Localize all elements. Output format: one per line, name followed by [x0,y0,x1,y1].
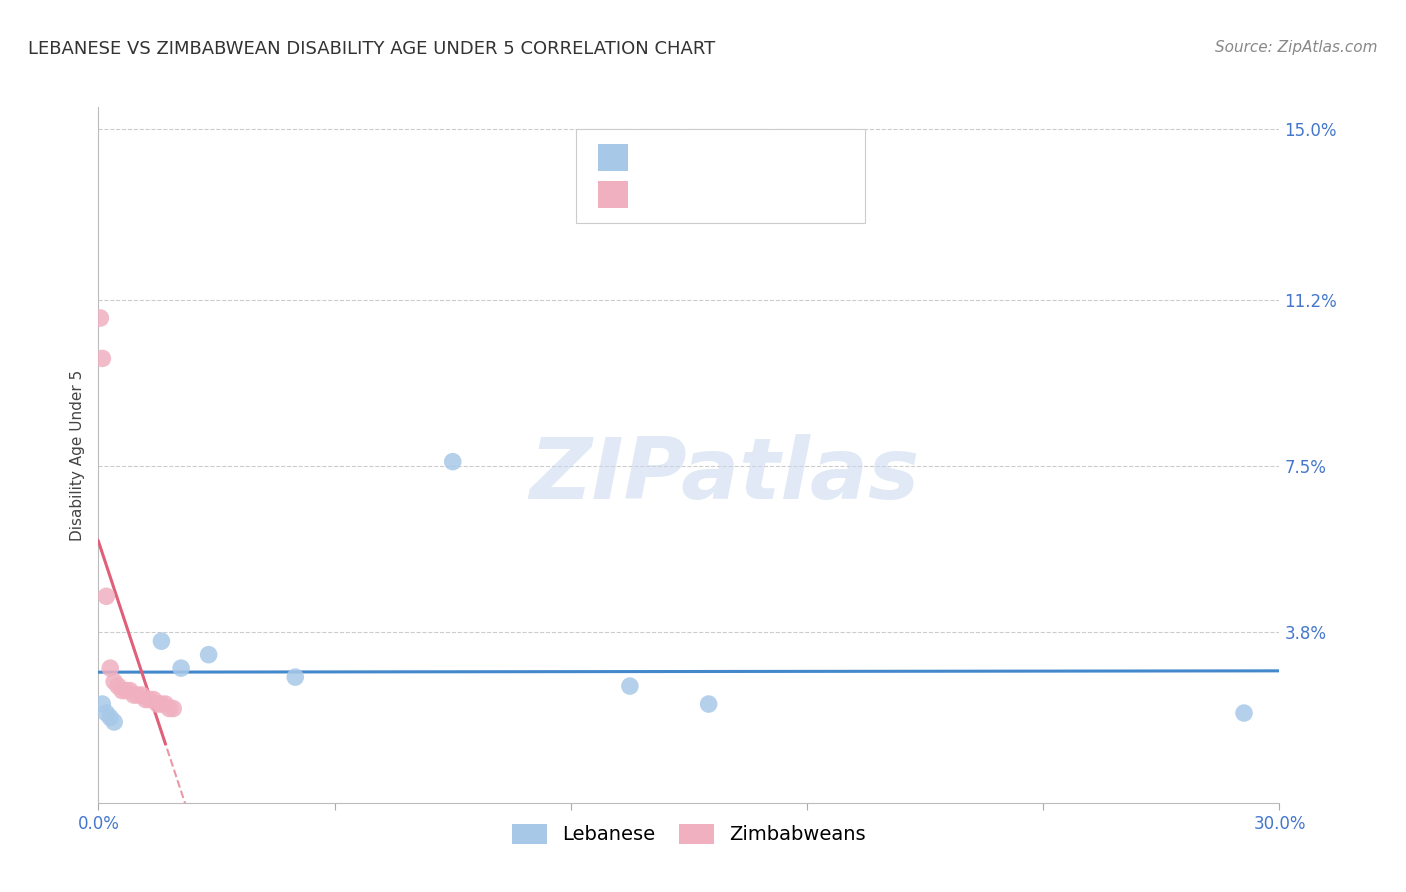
Text: -0.172: -0.172 [676,148,745,167]
Point [103,674,125,689]
Text: Source: ZipAtlas.com: Source: ZipAtlas.com [1215,40,1378,55]
Text: 0.530: 0.530 [676,186,738,204]
Point [170,661,193,675]
Text: ZIPatlas: ZIPatlas [529,434,920,517]
Point [91,351,114,366]
Legend: Lebanese, Zimbabweans: Lebanese, Zimbabweans [505,816,873,852]
Point [157,701,180,715]
Point [155,697,177,711]
Point [441,455,464,469]
Text: LEBANESE VS ZIMBABWEAN DISABILITY AGE UNDER 5 CORRELATION CHART: LEBANESE VS ZIMBABWEAN DISABILITY AGE UN… [28,40,716,58]
Text: R =: R = [637,186,679,204]
Point [103,714,125,729]
Point [122,688,145,702]
Point [150,634,173,648]
Point [697,697,720,711]
Point [135,692,157,706]
Point [107,679,129,693]
Point [96,590,118,604]
Text: 12: 12 [785,148,811,167]
Point [619,679,641,693]
Point [142,692,165,706]
Point [98,710,121,724]
Point [146,697,169,711]
Point [138,692,160,706]
Point [284,670,307,684]
Point [197,648,219,662]
Point [111,683,134,698]
Point [150,697,173,711]
Text: N =: N = [747,148,790,167]
Point [118,683,141,698]
Text: R =: R = [637,148,679,167]
Point [1233,706,1256,720]
Point [98,661,121,675]
Text: N =: N = [747,186,790,204]
Point [162,701,184,715]
Point [91,697,114,711]
Point [89,311,111,326]
Point [115,683,138,698]
Point [127,688,149,702]
Y-axis label: Disability Age Under 5: Disability Age Under 5 [69,369,84,541]
Text: 20: 20 [785,186,811,204]
Point [131,688,153,702]
Point [96,706,118,720]
